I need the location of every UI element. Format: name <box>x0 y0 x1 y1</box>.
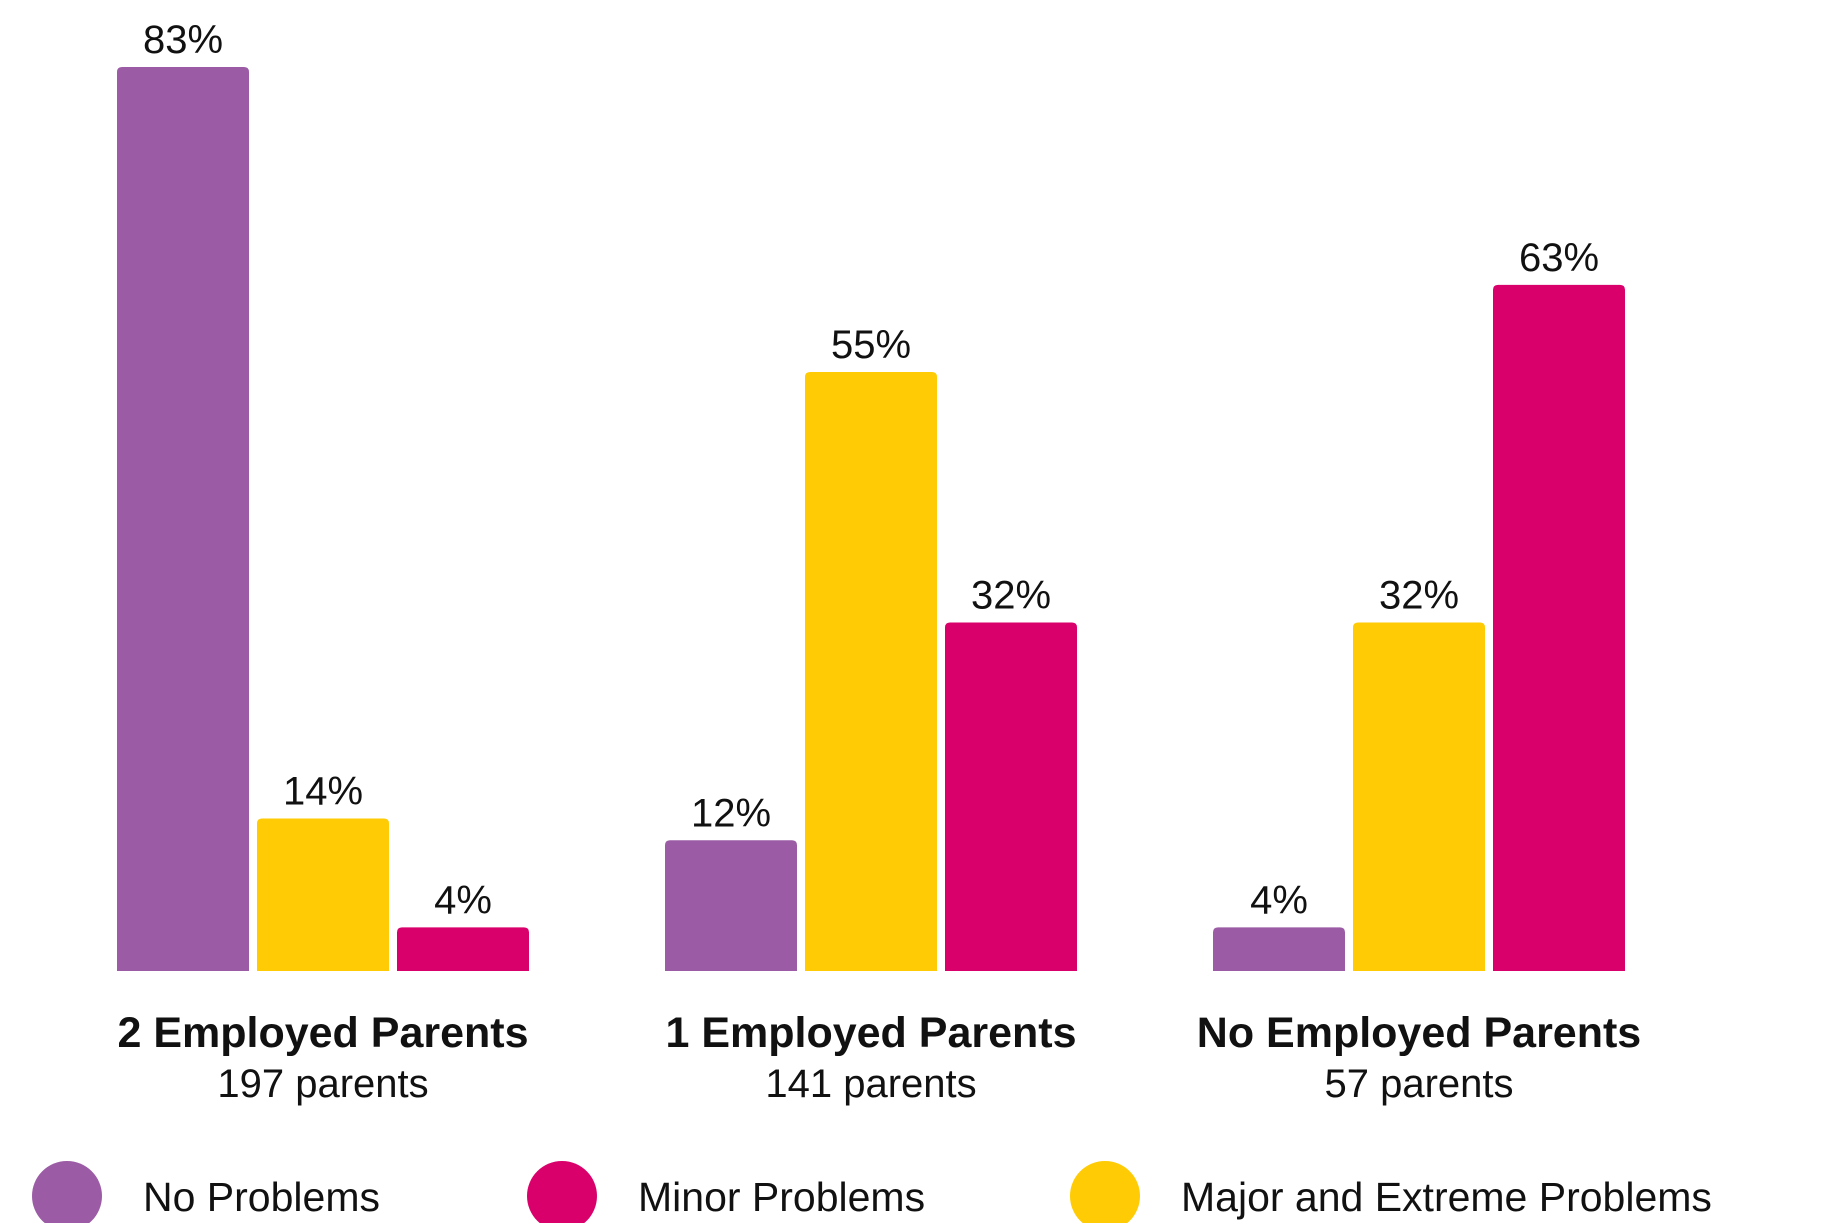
bar <box>397 927 529 971</box>
legend-swatch <box>1070 1161 1140 1223</box>
bar <box>1213 927 1345 971</box>
value-label: 83% <box>143 18 223 62</box>
bar <box>1493 284 1625 972</box>
value-label: 63% <box>1519 236 1599 280</box>
value-label: 4% <box>1250 878 1308 922</box>
value-label: 4% <box>434 878 492 922</box>
category-label: 1 Employed Parents <box>665 1009 1076 1057</box>
bar <box>805 371 937 971</box>
category-note: 197 parents <box>217 1062 428 1106</box>
legend-swatch <box>527 1161 597 1223</box>
bar <box>665 840 797 971</box>
value-label: 55% <box>831 323 911 367</box>
value-label: 32% <box>1379 573 1459 617</box>
bar <box>257 818 389 971</box>
legend-label: No Problems <box>143 1174 380 1220</box>
value-label: 14% <box>283 770 363 814</box>
bar <box>945 622 1077 971</box>
category-label: 2 Employed Parents <box>117 1009 528 1057</box>
legend-label: Minor Problems <box>638 1174 925 1220</box>
legend-swatch <box>32 1161 102 1223</box>
legend-label: Major and Extreme Problems <box>1181 1174 1712 1220</box>
bar <box>1353 622 1485 971</box>
category-note: 57 parents <box>1324 1062 1513 1106</box>
value-label: 32% <box>971 573 1051 617</box>
bar <box>117 67 249 971</box>
value-label: 12% <box>691 791 771 835</box>
category-note: 141 parents <box>765 1062 976 1106</box>
category-label: No Employed Parents <box>1197 1009 1641 1057</box>
